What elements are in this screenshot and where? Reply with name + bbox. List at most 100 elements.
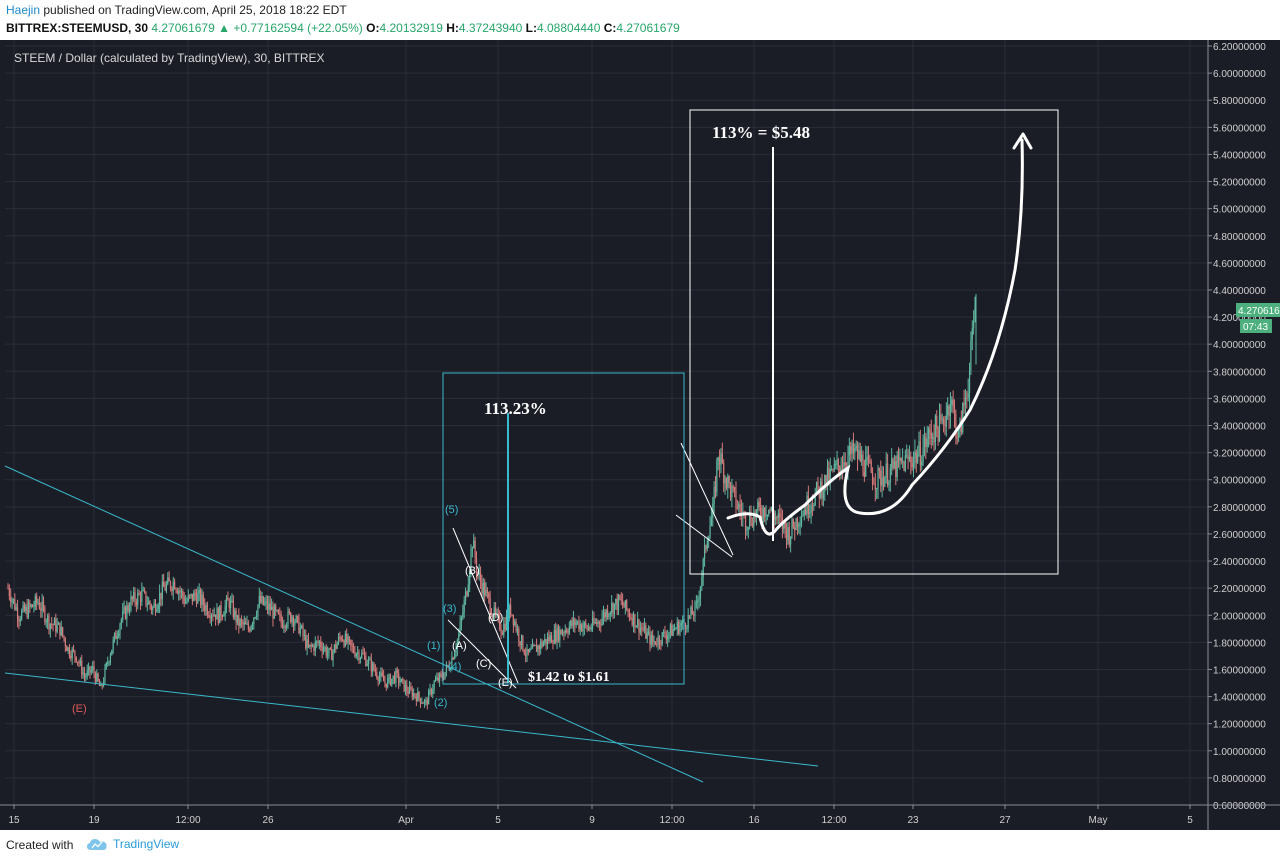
candle-body [225, 597, 228, 606]
candle-body [187, 595, 189, 601]
candle-body [307, 639, 310, 647]
candle-body [258, 595, 260, 605]
price-tick-label: 4.60000000 [1213, 259, 1266, 270]
candle-body [97, 673, 99, 681]
candle-body [139, 594, 142, 603]
candle-body [927, 429, 930, 440]
candle-body [925, 437, 927, 448]
candle-body [421, 702, 423, 704]
candle-body [340, 637, 342, 640]
candle-body [271, 606, 273, 611]
candle-body [209, 616, 211, 619]
symbol-label: BITTREX:STEEMUSD, 30 [6, 21, 149, 35]
candle-body [406, 684, 408, 692]
candle-body [251, 623, 254, 627]
candle-body [624, 600, 626, 608]
candle-body [135, 601, 137, 605]
candle-body [238, 614, 240, 626]
time-tick-label: 9 [589, 815, 595, 826]
close-value: 4.27061679 [616, 21, 680, 35]
candle-body [630, 617, 632, 619]
candle-body [550, 635, 553, 644]
candle-body [56, 624, 58, 632]
candle-body [699, 586, 702, 599]
footer: Created with TradingView [0, 830, 1280, 862]
candle-body [111, 649, 113, 656]
candle-body [171, 588, 173, 592]
candle-body [776, 517, 778, 519]
candle-body [518, 628, 520, 642]
candle-body [917, 454, 919, 463]
candle-body [815, 481, 818, 493]
candle-body [616, 598, 618, 610]
candle-body [447, 665, 449, 667]
candle-body [856, 445, 859, 459]
candle-body [113, 633, 116, 640]
candle-body [15, 607, 17, 610]
candle-body [510, 605, 512, 615]
candle-body [346, 633, 348, 643]
candle-body [795, 518, 797, 531]
time-axis[interactable]: 15 19 12:00 26 Apr 5 9 12:00 16 12:00 23 27 May 5 [0, 804, 1280, 826]
candle-body [266, 601, 269, 610]
candle-body [366, 664, 368, 666]
candle-body [145, 591, 147, 605]
candle-body [768, 509, 770, 515]
candle-body [277, 610, 280, 614]
wave-4-label: (4) [448, 661, 461, 673]
candle-body [127, 605, 129, 611]
candle-body [824, 474, 826, 492]
candle-body [859, 450, 861, 462]
candle-body [283, 626, 285, 628]
price-tick-label: 3.40000000 [1213, 422, 1266, 433]
candle-body [352, 646, 355, 653]
candle-body [792, 519, 794, 528]
candle-body [161, 581, 163, 600]
candle-body [122, 610, 124, 620]
candle-body [86, 670, 88, 677]
candle-body [725, 478, 728, 488]
candle-body [800, 516, 803, 524]
candle-body [947, 405, 949, 416]
wave-2-label: (2) [434, 697, 447, 709]
candle-body [245, 622, 247, 625]
candle-body [118, 633, 120, 637]
candle-body [60, 627, 62, 636]
candle-body [83, 672, 86, 677]
candle-body [921, 461, 923, 466]
candle-body [552, 643, 554, 645]
candle-body [376, 672, 378, 678]
candle-body [333, 644, 336, 652]
flag-line-lower [675, 514, 733, 558]
candle-body [77, 661, 79, 663]
price-tick-label: 6.00000000 [1213, 69, 1266, 80]
candle-body [840, 468, 842, 473]
candle-body [575, 622, 577, 626]
candle-body [962, 403, 964, 433]
candle-body [402, 678, 404, 680]
candle-body [687, 615, 689, 628]
candle-body [357, 652, 359, 654]
candle-body [320, 641, 322, 648]
candle-body [836, 459, 838, 464]
author-link[interactable]: Haejin [6, 3, 41, 17]
candle-body [64, 639, 66, 647]
candle-body [680, 623, 682, 626]
tradingview-link[interactable]: TradingView [86, 837, 179, 851]
candle-body [115, 633, 117, 639]
price-axis[interactable]: 6.20000000 6.00000000 5.80000000 5.60000000… [1207, 40, 1266, 830]
candle-body [637, 619, 639, 626]
candle-body [538, 645, 540, 650]
candle-body [591, 617, 594, 628]
candle-body [512, 614, 514, 625]
candle-body [904, 455, 906, 471]
candle-body [79, 660, 81, 664]
candle-body [761, 515, 763, 520]
candle-body [302, 625, 304, 636]
candle-body [861, 454, 863, 462]
candle-body [429, 689, 431, 692]
candle-body [544, 639, 546, 643]
candle-body [458, 634, 460, 640]
price-chart[interactable]: STEEM / Dollar (calculated by TradingVie… [0, 40, 1280, 830]
candle-body [866, 456, 868, 458]
